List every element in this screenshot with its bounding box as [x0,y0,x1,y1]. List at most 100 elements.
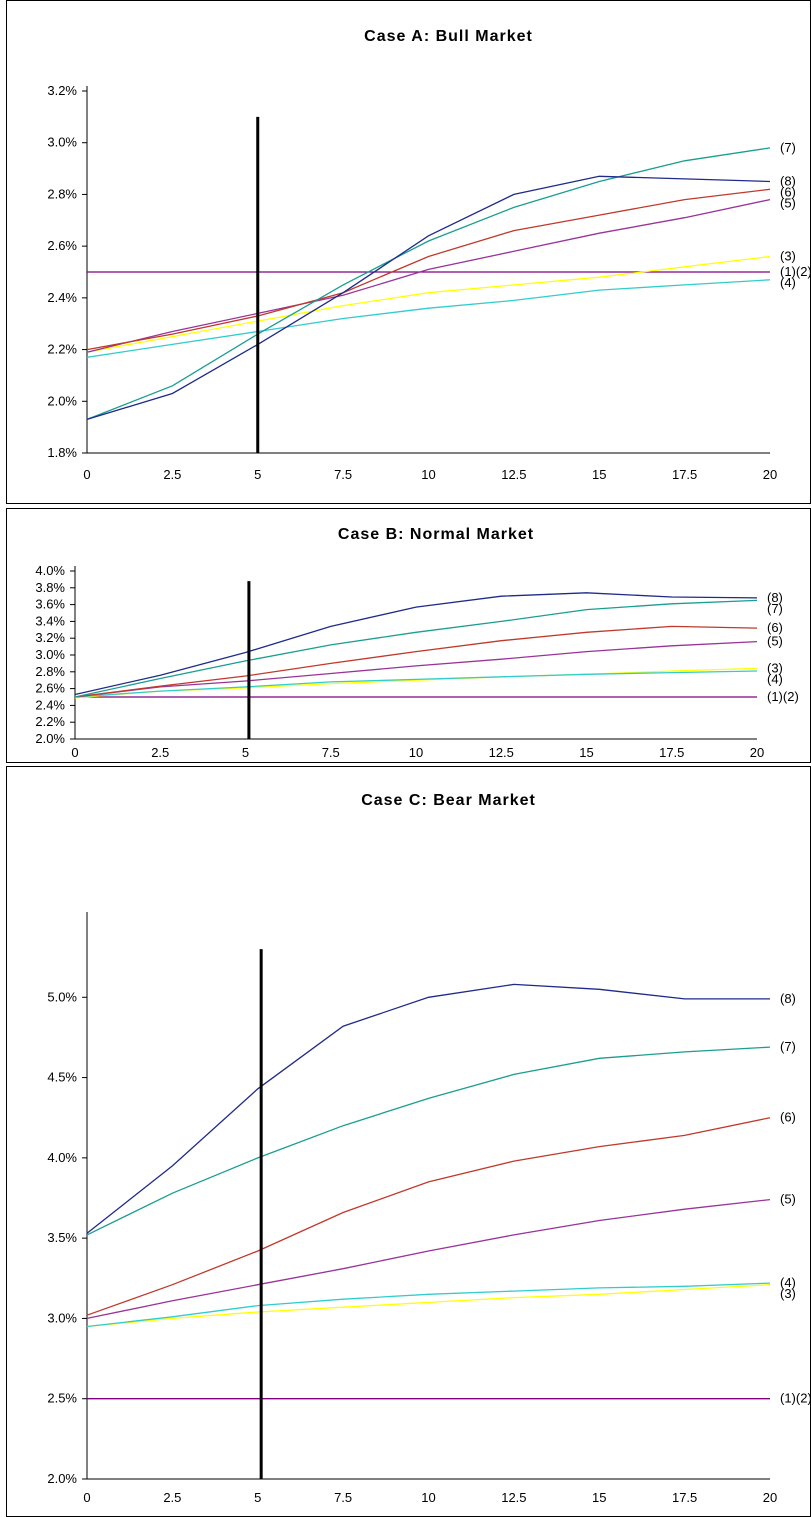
series-end-label: (7) [780,140,796,155]
series-end-label: (3) [780,248,796,263]
series-end-label: (7) [780,1039,796,1054]
y-tick-label: 2.6% [47,238,77,253]
chart-panel-c: Case C: Bear Market 2.0% 2.5% 3.0% 3.5% 4.0% 4… [6,766,811,1517]
series-line [86,1046,771,1236]
chart-panel-b-frame: Case B: Normal Market 2.0% 2.2% 2.4% 2.6% 2.8… [6,508,811,763]
x-tick-label: 0 [83,1490,90,1505]
series-end-label: (5) [767,634,783,649]
y-tick-label: 2.4% [47,290,77,305]
series-end-label: (3) [767,660,783,675]
series-line [74,625,758,698]
x-tick-label: 12.5 [489,745,514,760]
y-tick-label: 2.8% [47,186,77,201]
y-tick-label: 4.5% [47,1070,77,1085]
series-end-label: (4) [780,1275,796,1290]
y-tick-label: 4.0% [35,563,65,578]
y-tick-label: 3.2% [47,83,77,98]
x-tick-label: 15 [592,1490,606,1505]
x-tick-label: 17.5 [672,1490,697,1505]
series-line [86,255,771,353]
chart-b-svg: Case B: Normal Market 2.0% 2.2% 2.4%2.6% 2.8… [35,526,799,760]
series-end-label: (5) [780,196,796,211]
x-tick-label: 2.5 [163,1490,181,1505]
y-tick-label: 3.6% [35,597,65,612]
y-tick-label: 3.5% [47,1230,77,1245]
chart-a-svg: Case A: Bull Market 1.8% 2.0% 2.2% 2.4% 2.6% 2… [47,28,811,482]
y-tick-label: 4.0% [47,1150,77,1165]
series-line [74,592,758,696]
series-line [86,279,771,358]
x-tick-label: 17.5 [672,467,697,482]
x-tick-label: 7.5 [322,745,340,760]
series-line [86,983,770,1234]
x-tick-label: 0 [71,745,78,760]
series-end-label: (7) [767,601,783,616]
x-tick-label: 20 [763,1490,777,1505]
series-line [74,599,758,698]
series-line [86,1282,771,1328]
x-tick-label: 7.5 [334,467,352,482]
y-tick-label: 5.0% [47,989,77,1004]
y-tick-label: 3.8% [35,580,65,595]
y-tick-label: 2.6% [35,681,65,696]
series-line [74,670,758,698]
series-end-label: (6) [780,1110,796,1125]
x-tick-label: 15 [579,745,593,760]
series-end-label: (6) [780,185,796,200]
x-tick-label: 10 [421,467,435,482]
x-tick-label: 12.5 [501,1490,526,1505]
series-end-label: (8) [767,590,783,605]
y-tick-label: 3.0% [47,135,77,150]
x-tick-label: 0 [83,467,90,482]
x-tick-label: 17.5 [659,745,684,760]
series-line [86,147,771,421]
series-end-label: (4) [767,671,783,686]
y-tick-label: 2.0% [47,393,77,408]
x-tick-label: 20 [750,745,764,760]
y-tick-label: 2.2% [35,714,65,729]
chart-title: Case B: Normal Market [338,526,534,543]
chart-title: Case C: Bear Market [361,792,536,809]
series-end-label: (8) [780,991,796,1006]
series-end-label: (4) [780,275,796,290]
series-line [86,188,771,351]
y-tick-label: 1.8% [47,445,77,460]
x-tick-label: 7.5 [334,1490,352,1505]
x-tick-label: 20 [763,467,777,482]
y-tick-label: 3.0% [47,1310,77,1325]
y-tick-label: 2.4% [35,697,65,712]
x-tick-label: 2.5 [151,745,169,760]
x-tick-label: 10 [421,1490,435,1505]
series-end-label: (1)(2) [780,264,811,279]
series-end-label: (8) [780,174,796,189]
series-line [86,175,771,421]
y-tick-label: 3.4% [35,613,65,628]
series-end-label: (1)(2) [780,1391,811,1406]
y-tick-label: 2.8% [35,664,65,679]
y-tick-label: 3.0% [35,647,65,662]
chart-panel-a: Case A: Bull Market 1.8% 2.0% 2.2% 2.4% 2.6% 2… [6,0,811,504]
x-tick-label: 10 [409,745,423,760]
series-end-label: (3) [780,1286,796,1301]
series-end-label: (1)(2) [767,689,799,704]
series-line [86,198,771,353]
x-tick-label: 12.5 [501,467,526,482]
chart-title: Case A: Bull Market [364,28,533,45]
series-line [74,640,758,698]
y-tick-label: 2.0% [35,731,65,746]
series-line [86,1284,771,1328]
y-tick-label: 3.2% [35,630,65,645]
y-tick-label: 2.2% [47,342,77,357]
y-tick-label: 2.0% [47,1471,77,1486]
y-tick-label: 2.5% [47,1391,77,1406]
series-line [86,1198,771,1320]
series-end-label: (6) [767,620,783,635]
x-tick-label: 15 [592,467,606,482]
x-tick-label: 5 [254,467,261,482]
chart-c-svg: Case C: Bear Market 2.0% 2.5% 3.0% 3.5% 4.0% 4… [47,792,811,1505]
series-end-label: (5) [780,1192,796,1207]
series-line [86,1117,771,1316]
x-tick-label: 2.5 [163,467,181,482]
x-tick-label: 5 [242,745,249,760]
x-tick-label: 5 [254,1490,261,1505]
